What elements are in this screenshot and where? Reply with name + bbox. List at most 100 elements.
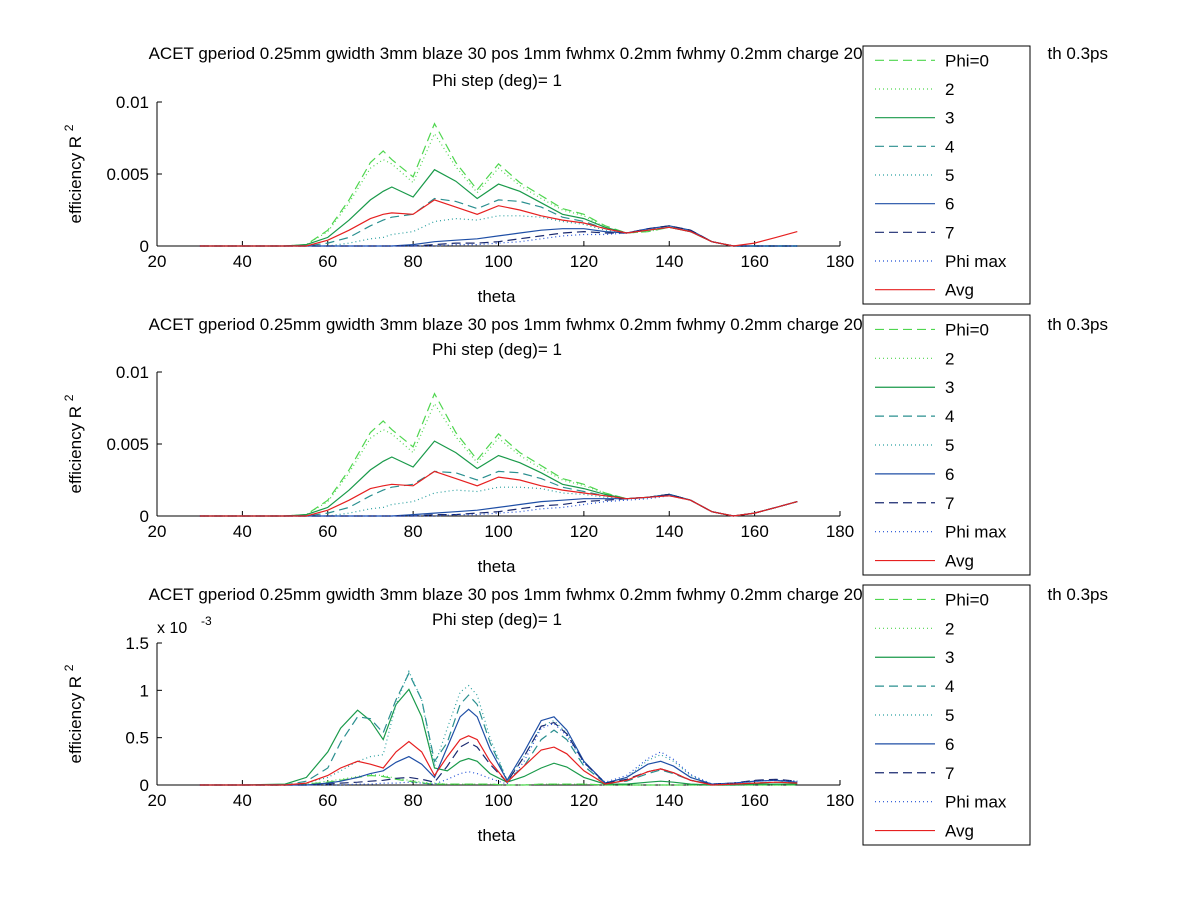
x-tick-label: 20 xyxy=(148,791,167,810)
series-line-5 xyxy=(199,669,798,786)
series-line-1 xyxy=(199,392,798,517)
y-tick-label: 0.005 xyxy=(106,435,149,454)
x-tick-label: 40 xyxy=(233,252,252,271)
y-axis-label-sup: 2 xyxy=(62,664,76,671)
series-line-9 xyxy=(199,470,798,517)
x-tick-label: 100 xyxy=(484,791,512,810)
x-tick-label: 80 xyxy=(404,791,423,810)
legend-label: 4 xyxy=(945,137,954,156)
chart-title: ACET gperiod 0.25mm gwidth 3mm blaze 30 … xyxy=(149,44,872,63)
x-tick-label: 120 xyxy=(570,522,598,541)
subplot-2: ACET gperiod 0.25mm gwidth 3mm blaze 30 … xyxy=(62,314,1109,576)
x-tick-label: 60 xyxy=(318,791,337,810)
subplot-1: ACET gperiod 0.25mm gwidth 3mm blaze 30 … xyxy=(62,44,1108,306)
legend-label: 7 xyxy=(945,764,954,783)
legend-label: Phi max xyxy=(945,793,1007,812)
chart-title: ACET gperiod 0.25mm gwidth 3mm blaze 30 … xyxy=(149,315,872,334)
y-axis-label: efficiency R 2 xyxy=(62,394,85,493)
x-tick-label: 80 xyxy=(404,522,423,541)
legend-label: 5 xyxy=(945,436,954,455)
x-tick-label: 180 xyxy=(826,522,854,541)
series-line-5 xyxy=(199,215,798,247)
legend: Phi=0 2 3 4 5 6 7 Phi max Avg xyxy=(862,314,1031,576)
legend-box xyxy=(862,584,1031,846)
x-axis-label: theta xyxy=(478,287,516,306)
legend-label: 7 xyxy=(945,223,954,242)
x-tick-label: 20 xyxy=(148,252,167,271)
series-line-6 xyxy=(199,708,798,786)
series-line-3 xyxy=(199,440,798,517)
series-line-3 xyxy=(199,168,798,247)
legend-label: 4 xyxy=(945,677,954,696)
series-line-2 xyxy=(199,773,798,786)
series-line-8 xyxy=(199,722,798,786)
x-tick-label: 40 xyxy=(233,522,252,541)
y-tick-label: 0 xyxy=(140,507,149,526)
x-tick-label: 180 xyxy=(826,252,854,271)
legend-box xyxy=(862,314,1031,576)
x-tick-label: 80 xyxy=(404,252,423,271)
y-tick-label: 1 xyxy=(140,681,149,700)
chart-title-tail: th 0.3ps xyxy=(1048,44,1109,63)
legend-label: 3 xyxy=(945,109,954,128)
legend: Phi=0 2 3 4 5 6 7 Phi max Avg xyxy=(862,45,1031,305)
x-axis-label: theta xyxy=(478,557,516,576)
legend-label: 3 xyxy=(945,648,954,667)
chart-subtitle: Phi step (deg)= 1 xyxy=(432,340,562,359)
x-tick-label: 160 xyxy=(740,791,768,810)
legend-label: 7 xyxy=(945,494,954,513)
y-axis-label-sup: 2 xyxy=(62,394,76,401)
legend: Phi=0 2 3 4 5 6 7 Phi max Avg xyxy=(862,584,1031,846)
legend-label: 6 xyxy=(945,195,954,214)
legend-label: Avg xyxy=(945,281,974,300)
x-tick-label: 100 xyxy=(484,522,512,541)
y-tick-label: 0.005 xyxy=(106,165,149,184)
legend-label: Phi max xyxy=(945,523,1007,542)
x-tick-label: 180 xyxy=(826,791,854,810)
chart-title-tail: th 0.3ps xyxy=(1048,315,1109,334)
y-tick-label: 0.5 xyxy=(125,729,149,748)
legend-label: Phi=0 xyxy=(945,590,989,609)
x-tick-label: 140 xyxy=(655,522,683,541)
legend-label: 4 xyxy=(945,407,954,426)
series-line-4 xyxy=(199,671,798,786)
x-tick-label: 60 xyxy=(318,522,337,541)
x-tick-label: 120 xyxy=(570,252,598,271)
legend-label: 3 xyxy=(945,378,954,397)
legend-label: Phi=0 xyxy=(945,51,989,70)
series-line-2 xyxy=(199,402,798,517)
series-line-7 xyxy=(199,721,798,786)
y-axis-label-sup: 2 xyxy=(62,124,76,131)
subplot-3: ACET gperiod 0.25mm gwidth 3mm blaze 30 … xyxy=(62,584,1108,846)
y-exponent-sup: -3 xyxy=(201,614,212,628)
x-tick-label: 100 xyxy=(484,252,512,271)
legend-label: Phi max xyxy=(945,252,1007,271)
series-line-2 xyxy=(199,132,798,247)
x-tick-label: 160 xyxy=(740,522,768,541)
chart-subtitle: Phi step (deg)= 1 xyxy=(432,71,562,90)
series-line-9 xyxy=(199,199,798,247)
y-tick-label: 0.01 xyxy=(116,363,149,382)
legend-box xyxy=(862,45,1031,305)
chart-subtitle: Phi step (deg)= 1 xyxy=(432,610,562,629)
x-tick-label: 140 xyxy=(655,791,683,810)
legend-label: 6 xyxy=(945,735,954,754)
legend-label: Avg xyxy=(945,822,974,841)
x-tick-label: 120 xyxy=(570,791,598,810)
y-axis-label: efficiency R 2 xyxy=(62,664,85,763)
legend-label: Avg xyxy=(945,552,974,571)
legend-label: 2 xyxy=(945,349,954,368)
legend-label: 5 xyxy=(945,706,954,725)
y-exponent-label: x 10 xyxy=(157,620,187,637)
legend-label: 2 xyxy=(945,80,954,99)
x-tick-label: 20 xyxy=(148,522,167,541)
y-tick-label: 0 xyxy=(140,776,149,795)
y-tick-label: 1.5 xyxy=(125,634,149,653)
x-tick-label: 40 xyxy=(233,791,252,810)
y-tick-label: 0 xyxy=(140,237,149,256)
chart-title: ACET gperiod 0.25mm gwidth 3mm blaze 30 … xyxy=(149,585,872,604)
x-axis-label: theta xyxy=(478,826,516,845)
x-tick-label: 60 xyxy=(318,252,337,271)
series-line-9 xyxy=(199,735,798,786)
